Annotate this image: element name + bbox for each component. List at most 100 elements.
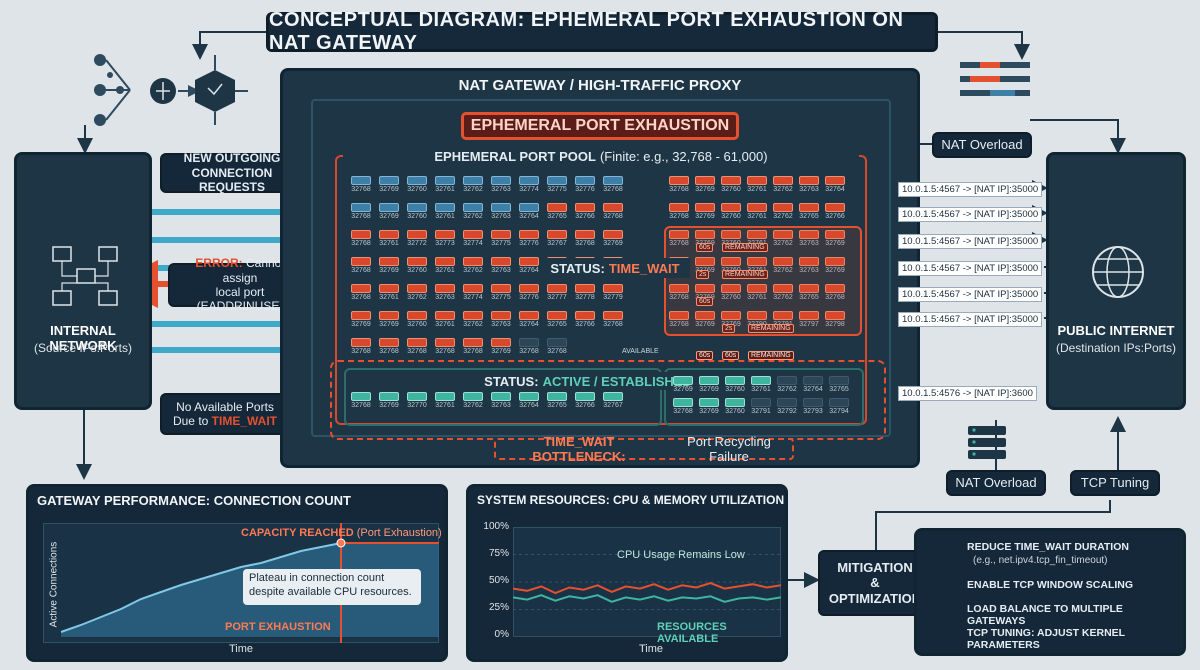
plateau-line1: Plateau in connection count bbox=[249, 572, 385, 584]
active-port-cell: 32761 bbox=[750, 376, 772, 393]
active-port-cell: 32793 bbox=[802, 398, 824, 415]
port-chip bbox=[695, 203, 715, 212]
port-cell: 32768 bbox=[824, 284, 846, 301]
port-chip bbox=[603, 203, 623, 212]
port-chip bbox=[825, 203, 845, 212]
port-chip bbox=[491, 230, 511, 239]
port-number: 32762 bbox=[463, 321, 483, 328]
port-chip bbox=[547, 284, 567, 293]
port-chip bbox=[669, 203, 689, 212]
port-cell: 32762 bbox=[772, 230, 794, 247]
port-chip bbox=[603, 311, 623, 320]
port-chip bbox=[435, 311, 455, 320]
port-number: 32768 bbox=[351, 213, 371, 220]
port-cell: 32763 bbox=[490, 311, 512, 328]
port-chip bbox=[721, 311, 741, 320]
server-stack-icon bbox=[960, 62, 1030, 96]
port-number: 32760 bbox=[407, 321, 427, 328]
cpu-line bbox=[513, 582, 781, 595]
port-cell: 32769 bbox=[602, 230, 624, 247]
port-number: 32762 bbox=[463, 267, 483, 274]
port-cell: 32769 bbox=[350, 311, 372, 328]
port-number: 32760 bbox=[407, 213, 427, 220]
port-chip bbox=[491, 176, 511, 185]
port-cell: 32764 bbox=[518, 311, 540, 328]
connection-source: 10.0.1.5:4567 -> [NAT IP]:35000 bbox=[898, 261, 1043, 276]
status-time-wait-value: TIME_WAIT bbox=[608, 260, 680, 276]
port-chip bbox=[351, 176, 371, 185]
mitigation-item-2: ENABLE TCP WINDOW SCALING bbox=[967, 579, 1134, 591]
port-cell: 32760 bbox=[406, 311, 428, 328]
mitigation-item-1: REDUCE TIME_WAIT DURATION bbox=[967, 541, 1129, 553]
performance-chart-title: GATEWAY PERFORMANCE: CONNECTION COUNT bbox=[37, 493, 351, 508]
port-chip bbox=[747, 176, 767, 185]
port-cell: 32768 bbox=[574, 230, 596, 247]
diagram-title: CONCEPTUAL DIAGRAM: EPHEMERAL PORT EXHAU… bbox=[266, 9, 938, 54]
port-cell: 32768 bbox=[350, 203, 372, 220]
port-number: 32766 bbox=[825, 213, 845, 220]
connection-row: 10.0.1.5:4576 -> [NAT IP]:3600 bbox=[898, 386, 1037, 401]
port-chip bbox=[669, 230, 689, 239]
port-number: 32763 bbox=[491, 186, 511, 193]
port-cell: 32761 bbox=[378, 230, 400, 247]
port-cell: 32774 bbox=[462, 230, 484, 247]
port-number: 32769 bbox=[695, 186, 715, 193]
time-wait-highlight-frame bbox=[664, 226, 862, 336]
port-cell: 32775 bbox=[490, 230, 512, 247]
port-chip bbox=[491, 338, 511, 347]
port-cell: 32760 bbox=[720, 176, 742, 193]
port-cell: 32768 bbox=[434, 338, 456, 355]
port-chip bbox=[463, 176, 483, 185]
capacity-prefix: CAPACITY REACHED bbox=[241, 527, 354, 539]
port-chip bbox=[407, 338, 427, 347]
port-chip bbox=[777, 398, 797, 407]
port-chip bbox=[351, 230, 371, 239]
port-cell: 32774 bbox=[518, 176, 540, 193]
connection-row: 10.0.1.5:4567 -> [NAT IP]:35000 bbox=[898, 287, 1043, 302]
port-pool-note: (Finite: e.g., 32,768 - 61,000) bbox=[599, 149, 768, 164]
port-chip bbox=[747, 257, 767, 266]
port-number: 32761 bbox=[379, 240, 399, 247]
port-cell: 32769 bbox=[490, 338, 512, 355]
new-requests-line2: CONNECTION REQUESTS bbox=[191, 165, 273, 195]
port-chip bbox=[725, 398, 745, 407]
resources-note: RESOURCES AVAILABLE bbox=[657, 621, 727, 645]
network-flow-icon bbox=[94, 54, 248, 126]
port-cell: 32773 bbox=[434, 230, 456, 247]
port-cell: 32768 bbox=[668, 176, 690, 193]
port-chip bbox=[669, 284, 689, 293]
port-number: 32763 bbox=[799, 186, 819, 193]
port-number: 32768 bbox=[351, 348, 371, 355]
port-chip bbox=[673, 398, 693, 407]
resources-ticks: 100% 75% 50% 25% 0% bbox=[473, 521, 509, 643]
port-number: 32761 bbox=[751, 386, 771, 393]
port-number: 32791 bbox=[751, 408, 771, 415]
timer-badge: 60s bbox=[696, 351, 714, 360]
port-number: 32762 bbox=[777, 386, 797, 393]
port-chip bbox=[379, 203, 399, 212]
active-port-cell: 32760 bbox=[724, 398, 746, 415]
port-chip bbox=[463, 338, 483, 347]
capacity-point bbox=[336, 538, 346, 548]
port-chip bbox=[547, 311, 567, 320]
port-number: 32763 bbox=[491, 402, 511, 409]
port-number: 32766 bbox=[575, 213, 595, 220]
port-chip bbox=[799, 230, 819, 239]
port-number: 32768 bbox=[669, 294, 689, 301]
port-grid-left: 32768 32769 32760 32761 32762 32763 32774 32775… bbox=[350, 176, 660, 361]
port-chip bbox=[379, 230, 399, 239]
port-cell: 32779 bbox=[602, 284, 624, 301]
server-icon bbox=[968, 426, 1006, 459]
port-number: 32763 bbox=[799, 240, 819, 247]
port-cell: 32797 bbox=[798, 311, 820, 328]
port-number: 32773 bbox=[435, 240, 455, 247]
port-number: 32770 bbox=[407, 402, 427, 409]
active-port-cell: 32766 bbox=[574, 392, 596, 409]
resources-xlabel: Time bbox=[639, 643, 664, 655]
new-requests-line1: NEW OUTGOING bbox=[183, 151, 281, 166]
performance-ylabel: Active Connections bbox=[48, 541, 60, 628]
port-number: 32760 bbox=[721, 294, 741, 301]
connection-row: 10.0.1.5:4567 -> [NAT IP]:35000 bbox=[898, 261, 1043, 276]
port-chip bbox=[463, 311, 483, 320]
port-chip bbox=[751, 376, 771, 385]
